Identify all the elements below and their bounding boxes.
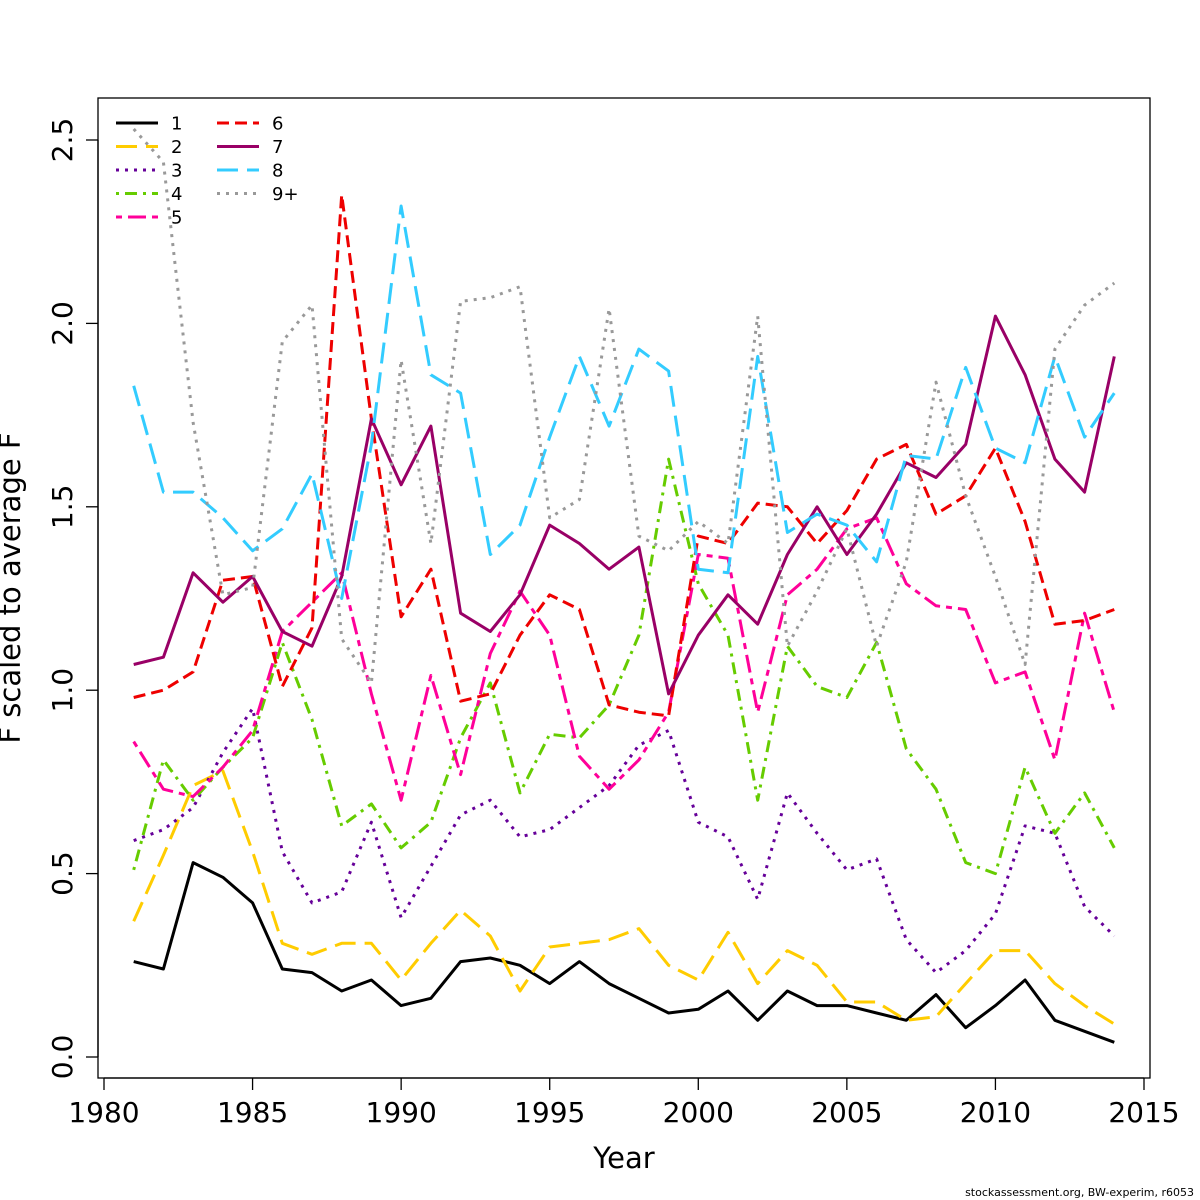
- legend-label-2: 2: [171, 137, 182, 158]
- series-line-2: [132, 769, 1116, 1026]
- x-axis: 1980 1985 1990 1995 2000 2005 2010 2015: [68, 1077, 1180, 1129]
- x-tick-label: 1995: [514, 1096, 585, 1129]
- series-line-5: [132, 516, 1116, 802]
- series-line-6: [133, 193, 1115, 718]
- legend-label-8: 8: [272, 161, 283, 182]
- legend-label-1: 1: [171, 114, 182, 135]
- y-tick-label: 0.5: [46, 851, 79, 896]
- legend-label-6: 6: [272, 114, 283, 135]
- x-tick-label: 1990: [366, 1096, 437, 1129]
- y-tick-label: 0.0: [46, 1035, 79, 1080]
- y-tick-label: 1.5: [46, 485, 79, 530]
- series-line-4: [132, 457, 1116, 876]
- legend-label-3: 3: [171, 161, 182, 182]
- x-tick-label: 2010: [960, 1096, 1031, 1129]
- x-tick-label: 2015: [1108, 1096, 1179, 1129]
- y-tick-label: 2.0: [46, 301, 79, 346]
- x-tick-label: 2005: [811, 1096, 882, 1129]
- x-tick-label: 2000: [663, 1096, 734, 1129]
- legend-label-5: 5: [171, 208, 182, 229]
- y-axis: 0.0 0.5 1.0 1.5 2.0 2.5: [46, 118, 99, 1080]
- legend: 12 34 5 67 89+: [116, 114, 299, 229]
- series-layer: [132, 127, 1116, 1044]
- series-line-1: [133, 861, 1115, 1044]
- x-tick-label: 1980: [68, 1096, 139, 1129]
- series-line-3: [133, 707, 1116, 975]
- y-tick-label: 1.0: [46, 668, 79, 713]
- legend-label-4: 4: [171, 184, 182, 205]
- x-axis-title: Year: [592, 1141, 654, 1175]
- legend-label-9plus: 9+: [272, 184, 299, 205]
- x-tick-label: 1985: [217, 1096, 288, 1129]
- y-tick-label: 2.5: [46, 118, 79, 163]
- legend-label-7: 7: [272, 137, 283, 158]
- series-line-7: [133, 314, 1116, 696]
- credit-text: stockassessment.org, BW-experim, r6053: [965, 1186, 1194, 1199]
- series-line-9plus: [132, 127, 1116, 685]
- series-line-8: [132, 204, 1116, 600]
- y-axis-title: F scaled to average F: [0, 432, 27, 743]
